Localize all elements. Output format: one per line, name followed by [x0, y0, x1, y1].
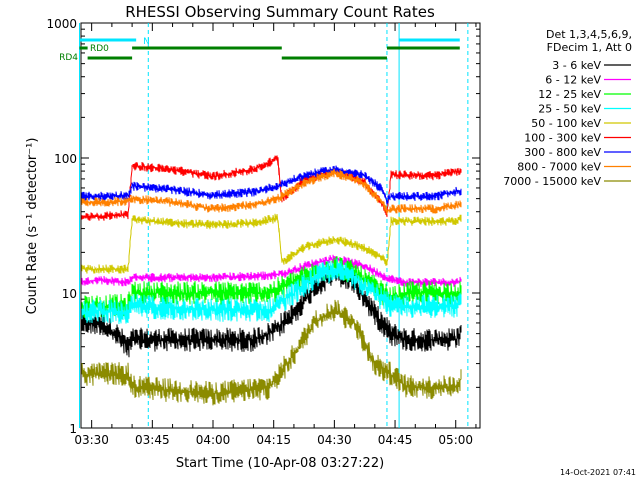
legend-entry-label: 12 - 25 keV — [538, 88, 601, 101]
timestamp: 14-Oct-2021 07:41 — [560, 468, 636, 477]
series-line-1 — [81, 254, 462, 288]
x-tick-label: 03:30 — [74, 433, 109, 447]
series-line-2 — [81, 256, 462, 319]
x-tick-label: 05:00 — [438, 433, 473, 447]
legend-entry-label: 6 - 12 keV — [545, 74, 601, 87]
flag-label-rd0: RD0 — [90, 44, 109, 54]
x-tick-label: 04:15 — [256, 433, 291, 447]
y-tick-label: 100 — [54, 152, 77, 166]
info-line-1: Det 1,3,4,5,6,9, — [546, 28, 632, 41]
legend-entry-label: 800 - 7000 keV — [517, 161, 601, 174]
series-line-3 — [81, 258, 462, 325]
legend-entry-label: 25 - 50 keV — [538, 103, 601, 116]
flag-label-rd4: RD4 — [59, 53, 78, 63]
legend-entry-label: 50 - 100 keV — [531, 117, 601, 130]
y-tick-label: 1 — [69, 422, 77, 436]
series-line-8 — [81, 299, 462, 406]
y-axis-label: Count Rate (s⁻¹ detector⁻¹) — [25, 138, 40, 315]
x-tick-label: 04:30 — [317, 433, 352, 447]
chart-title: RHESSI Observing Summary Count Rates — [125, 3, 435, 21]
x-tick-label: 04:45 — [378, 433, 413, 447]
info-line-2: FDecim 1, Att 0 — [547, 41, 632, 54]
series-line-0 — [81, 261, 462, 358]
series-line-5 — [81, 155, 462, 221]
x-tick-label: 04:00 — [196, 433, 231, 447]
series-line-7 — [81, 168, 462, 215]
y-tick-label: 1000 — [46, 17, 77, 31]
series-line-4 — [81, 213, 462, 274]
y-tick-label: 10 — [62, 287, 77, 301]
legend-entry-label: 300 - 800 keV — [524, 146, 601, 159]
flag-label-n: N — [143, 37, 150, 47]
legend-entry-label: 100 - 300 keV — [524, 132, 601, 145]
x-axis-label: Start Time (10-Apr-08 03:27:22) — [176, 456, 384, 471]
series-line-6 — [81, 165, 462, 205]
legend-entry-label: 7000 - 15000 keV — [503, 175, 601, 188]
legend-entry-label: 3 - 6 keV — [552, 59, 601, 72]
plot-frame — [80, 22, 481, 429]
x-tick-label: 03:45 — [135, 433, 170, 447]
